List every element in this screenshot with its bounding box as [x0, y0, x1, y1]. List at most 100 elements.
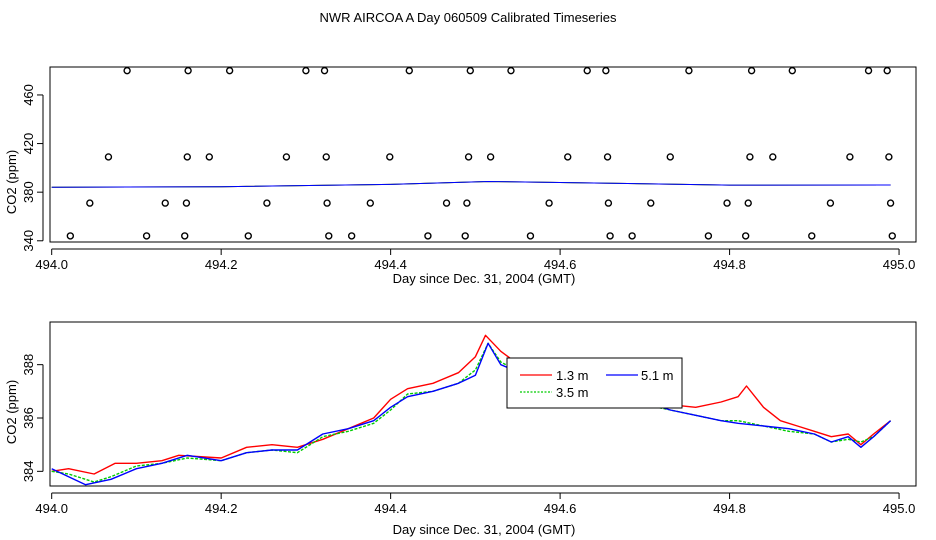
- calibration-point: [883, 66, 891, 75]
- calibration-point: [769, 153, 777, 161]
- timeseries-x-tick-label: 494.0: [35, 501, 68, 516]
- calibration-point: [464, 153, 473, 161]
- calibration-point: [744, 199, 752, 207]
- calibration-point: [405, 66, 413, 75]
- timeseries-y-label: CO2 (ppm): [4, 380, 19, 444]
- calibration-point: [442, 199, 451, 207]
- calibration-point: [888, 232, 896, 240]
- timeseries-x-axis: 494.0 494.2 494.4 494.6 494.8 495.0: [35, 492, 915, 516]
- calibration-panel: 494.0 494.2 494.4 494.6 494.8 495.0 340 380 420…: [4, 66, 917, 286]
- legend-label-3-5m: 3.5 m: [556, 385, 589, 400]
- calibration-point: [66, 232, 75, 240]
- calibration-y-tick-label: 460: [21, 84, 36, 106]
- calibration-point: [461, 232, 469, 240]
- calibration-point: [205, 153, 214, 161]
- calibration-point: [564, 153, 572, 161]
- calibration-point: [86, 199, 94, 207]
- calibration-point: [606, 232, 614, 240]
- calibration-x-tick-label: 494.6: [544, 257, 577, 272]
- calibration-point: [366, 199, 375, 207]
- calibration-marks: [51, 66, 896, 240]
- calibration-x-axis: 494.0 494.2 494.4 494.6 494.8 495.0: [35, 248, 916, 272]
- calibration-x-label: Day since Dec. 31, 2004 (GMT): [393, 271, 576, 286]
- calibration-y-label: CO2 (ppm): [4, 150, 19, 214]
- calibration-plot-frame: [49, 66, 917, 243]
- calibration-x-tick-label: 495.0: [883, 257, 916, 272]
- timeseries-x-label: Day since Dec. 31, 2004 (GMT): [393, 522, 576, 537]
- calibration-point: [885, 153, 893, 161]
- timeseries-plot-frame: [49, 321, 917, 487]
- calibration-point: [746, 153, 754, 161]
- calibration-point: [320, 66, 329, 75]
- calibration-point: [182, 199, 191, 207]
- calibration-point: [386, 153, 394, 161]
- calibration-point: [741, 232, 750, 240]
- calibration-point: [545, 199, 553, 207]
- timeseries-panel: 494.0 494.2 494.4 494.6 494.8 495.0 384 386 388…: [4, 321, 917, 537]
- calibration-point: [263, 199, 271, 207]
- calibration-point: [325, 232, 333, 240]
- legend-label-1-3m: 1.3 m: [556, 368, 589, 383]
- calibration-point: [181, 232, 189, 240]
- calibration-point: [184, 66, 192, 75]
- calibration-point: [886, 199, 895, 207]
- calibration-point: [507, 66, 515, 75]
- calibration-point: [244, 232, 252, 240]
- calibration-y-axis: 340 380 420 460: [21, 84, 44, 252]
- timeseries-y-tick-label: 388: [21, 354, 36, 376]
- calibration-point: [183, 153, 191, 161]
- timeseries-marks: [51, 334, 892, 486]
- legend-box: [506, 357, 683, 409]
- calibration-point: [123, 66, 131, 75]
- calibration-x-tick-label: 494.4: [374, 257, 407, 272]
- series-legend: 1.3 m 3.5 m 5.1 m: [506, 357, 683, 409]
- calibration-point: [161, 199, 169, 207]
- calibration-x-tick-label: 494.8: [713, 257, 746, 272]
- series-line-3-5-m: [51, 342, 892, 483]
- series-line-1-3-m: [51, 334, 892, 475]
- calibration-point: [628, 232, 636, 240]
- calibration-point: [225, 66, 234, 75]
- timeseries-x-tick-label: 494.8: [713, 501, 746, 516]
- timeseries-y-tick-label: 386: [21, 407, 36, 429]
- calibration-point: [604, 199, 613, 207]
- timeseries-x-tick-label: 494.6: [544, 501, 577, 516]
- calibration-point: [747, 66, 756, 75]
- calibration-point: [347, 232, 356, 240]
- series-line-5-1-m: [51, 342, 892, 486]
- calibration-point: [685, 66, 693, 75]
- calibration-point: [142, 232, 151, 240]
- calibration-point: [603, 153, 612, 161]
- calibration-point: [486, 153, 495, 161]
- calibration-point: [808, 232, 816, 240]
- calibration-series-5-1m: [51, 180, 891, 188]
- calibration-point: [846, 153, 854, 161]
- calibration-point: [602, 66, 610, 75]
- calibration-point: [583, 66, 591, 75]
- calibration-point: [526, 232, 535, 240]
- calibration-x-tick-label: 494.2: [205, 257, 238, 272]
- calibration-point: [788, 66, 796, 75]
- figure-title: NWR AIRCOA A Day 060509 Calibrated Times…: [320, 10, 617, 25]
- calibration-y-tick-label: 340: [21, 230, 36, 252]
- calibration-point: [466, 66, 474, 75]
- timeseries-y-axis: 384 386 388: [21, 354, 44, 482]
- legend-label-5-1m: 5.1 m: [641, 368, 674, 383]
- calibration-x-tick-label: 494.0: [35, 257, 68, 272]
- calibration-point: [826, 199, 835, 207]
- calibration-point: [864, 66, 873, 75]
- timeseries-x-tick-label: 494.2: [205, 501, 238, 516]
- calibration-point: [424, 232, 432, 240]
- calibration-point: [104, 153, 113, 161]
- calibration-point: [302, 66, 310, 75]
- calibration-point: [723, 199, 731, 207]
- calibration-point: [704, 232, 713, 240]
- calibration-point: [647, 199, 655, 207]
- calibration-point: [282, 153, 291, 161]
- timeseries-y-tick-label: 384: [21, 460, 36, 482]
- calibration-y-tick-label: 380: [21, 181, 36, 203]
- calibration-point: [666, 153, 674, 161]
- calibration-point: [463, 199, 471, 207]
- calibration-point: [322, 153, 330, 161]
